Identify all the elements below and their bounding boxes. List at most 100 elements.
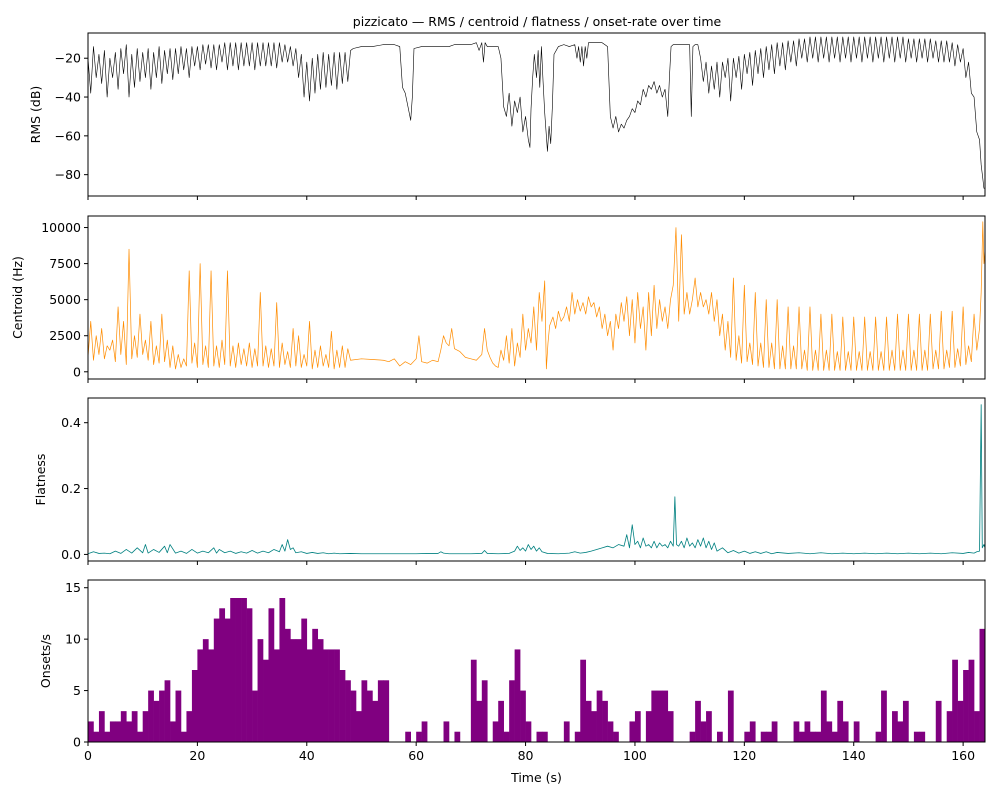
onset-bar xyxy=(405,731,411,742)
onset-bar xyxy=(580,659,587,742)
onset-bar xyxy=(793,721,800,742)
onsets-x-label: Time (s) xyxy=(510,770,562,785)
onset-bar xyxy=(268,608,275,742)
x-tick-label: 100 xyxy=(623,748,647,763)
x-tick-label: 60 xyxy=(408,748,424,763)
rms-series xyxy=(87,36,985,189)
y-tick-label: 7500 xyxy=(49,256,81,271)
onset-bar xyxy=(716,731,723,742)
onset-bar xyxy=(509,680,515,742)
onset-bar xyxy=(875,731,882,742)
onset-bar xyxy=(175,690,182,742)
onset-bar xyxy=(968,659,975,742)
onset-bar xyxy=(503,731,510,742)
x-tick-label: 80 xyxy=(518,748,534,763)
flatness-y-axis: 0.0 0.2 0.4 xyxy=(61,415,88,562)
onset-bar xyxy=(591,711,597,742)
onset-bar xyxy=(892,711,898,742)
y-tick-label: 0.0 xyxy=(61,547,81,562)
onset-bar xyxy=(273,649,280,742)
panel-onsets: 0 5 10 15 0 20 40 60 80 100 120 140 160 Onsets/s Ti… xyxy=(38,579,986,785)
onset-bar xyxy=(706,711,712,742)
onset-bar xyxy=(766,731,772,742)
onset-bar xyxy=(574,731,581,742)
onset-bar xyxy=(191,670,198,742)
onset-bar xyxy=(563,721,570,742)
onset-bar xyxy=(613,731,619,742)
onset-bar xyxy=(372,700,379,742)
onset-bar xyxy=(153,700,160,742)
onset-bar xyxy=(186,711,193,742)
onset-bar xyxy=(443,721,450,742)
onset-bar xyxy=(700,721,707,742)
y-tick-label: −80 xyxy=(55,167,81,182)
onset-bar xyxy=(902,700,909,742)
onset-bar xyxy=(760,731,767,742)
onset-bar xyxy=(180,731,187,742)
onset-bar xyxy=(541,731,548,742)
onsets-frame xyxy=(87,579,986,743)
x-tick-label: 40 xyxy=(299,748,315,763)
centroid-series xyxy=(87,221,986,371)
onset-bar xyxy=(536,731,543,742)
y-tick-label: −60 xyxy=(55,128,81,143)
y-tick-label: 15 xyxy=(65,580,81,595)
onset-bar xyxy=(963,670,969,742)
onset-bar xyxy=(645,711,652,742)
x-tick-label: 120 xyxy=(732,748,756,763)
onset-bar xyxy=(749,721,756,742)
y-tick-label: 0 xyxy=(73,735,81,750)
y-tick-label: −40 xyxy=(55,90,81,105)
panel-centroid: 0 2500 5000 7500 10000 Centroid (Hz) xyxy=(10,215,986,383)
onset-bar xyxy=(126,721,133,742)
onset-bar xyxy=(98,711,105,742)
onset-bar xyxy=(148,690,154,742)
onset-bar xyxy=(115,721,122,742)
rms-x-axis xyxy=(87,196,964,200)
onset-bar xyxy=(416,731,422,742)
onset-bar xyxy=(334,649,340,742)
centroid-y-label: Centroid (Hz) xyxy=(10,256,25,339)
onset-bar xyxy=(476,700,483,742)
onset-bar xyxy=(826,721,833,742)
onset-bar xyxy=(881,690,887,742)
onset-bar xyxy=(257,639,264,742)
onset-bar xyxy=(93,731,100,742)
x-tick-label: 160 xyxy=(951,748,975,763)
onset-bar xyxy=(662,690,669,742)
onset-bar xyxy=(919,731,926,742)
flatness-x-axis xyxy=(87,561,964,565)
onset-bar xyxy=(312,628,319,742)
onset-bar xyxy=(799,731,805,742)
onset-bar xyxy=(695,700,701,742)
onset-bar xyxy=(946,711,953,742)
onset-bar xyxy=(235,598,242,742)
y-tick-label: 5 xyxy=(73,683,81,698)
y-tick-label: 2500 xyxy=(49,328,81,343)
onset-bar xyxy=(142,711,149,742)
onset-bar xyxy=(470,659,477,742)
onset-bar xyxy=(689,731,696,742)
onset-bar xyxy=(252,690,258,742)
onset-bar xyxy=(853,721,860,742)
flatness-series xyxy=(87,404,986,555)
onset-bar xyxy=(842,721,849,742)
onset-bar xyxy=(815,731,822,742)
y-tick-label: 0.4 xyxy=(61,415,81,430)
onset-bar xyxy=(328,649,335,742)
onset-bar xyxy=(525,721,532,742)
onset-bar xyxy=(202,639,209,742)
onset-bar xyxy=(164,680,171,742)
onset-bar xyxy=(383,680,390,742)
onset-bar xyxy=(957,700,964,742)
y-tick-label: 0.2 xyxy=(61,481,81,496)
onset-bar xyxy=(361,680,368,742)
onset-bar xyxy=(377,680,384,742)
onset-bar xyxy=(131,711,138,742)
onset-bar xyxy=(656,690,663,742)
onset-bar xyxy=(366,690,373,742)
flatness-line xyxy=(87,404,986,555)
onset-bar xyxy=(219,608,226,742)
onset-bar xyxy=(585,700,592,742)
